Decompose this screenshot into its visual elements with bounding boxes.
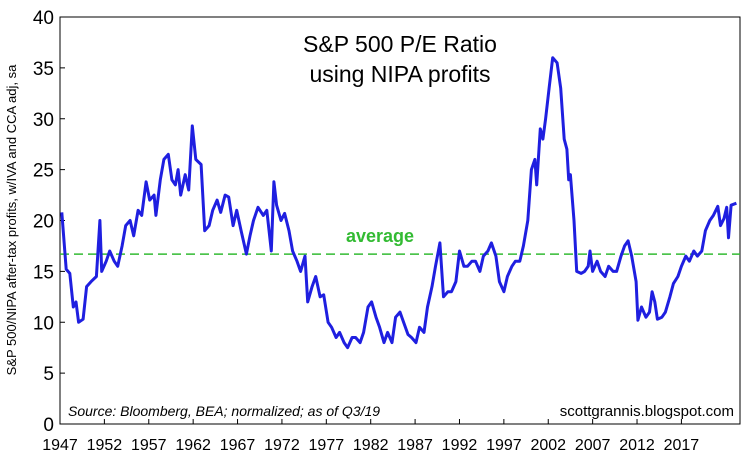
x-tick-label: 1947 — [42, 437, 78, 454]
x-tick-label: 1952 — [87, 437, 123, 454]
x-tick-label: 2002 — [530, 437, 566, 454]
y-tick-label: 0 — [43, 415, 54, 436]
average-label: average — [346, 226, 414, 246]
y-axis-label: S&P 500/NIPA after-tax profits, w/IVA an… — [4, 64, 19, 375]
x-tick-label: 1992 — [442, 437, 478, 454]
data-line — [60, 56, 737, 350]
y-tick-label: 25 — [33, 161, 54, 182]
y-tick-label: 5 — [43, 364, 54, 385]
y-tick-label: 20 — [33, 212, 54, 233]
x-tick-label: 1967 — [220, 437, 256, 454]
y-tick-label: 10 — [33, 313, 54, 334]
x-tick-label: 1962 — [175, 437, 211, 454]
x-tick-label: 1987 — [397, 437, 433, 454]
x-tick-label: 1997 — [486, 437, 522, 454]
chart-title: S&P 500 P/E Ratio — [303, 31, 497, 57]
y-tick-label: 35 — [33, 59, 54, 80]
x-tick-label: 1957 — [131, 437, 167, 454]
x-tick-label: 2007 — [575, 437, 611, 454]
credit: scottgrannis.blogspot.com — [560, 403, 734, 420]
y-tick-label: 15 — [33, 262, 54, 283]
x-tick-label: 1982 — [353, 437, 389, 454]
x-tick-label: 2012 — [619, 437, 655, 454]
chart-subtitle: using NIPA profits — [309, 61, 490, 87]
x-tick-label: 1972 — [264, 437, 300, 454]
y-tick-label: 30 — [33, 110, 54, 131]
y-tick-label: 40 — [33, 8, 54, 29]
source-note: Source: Bloomberg, BEA; normalized; as o… — [68, 403, 380, 419]
x-tick-label: 2017 — [664, 437, 700, 454]
x-tick-label: 1977 — [309, 437, 345, 454]
